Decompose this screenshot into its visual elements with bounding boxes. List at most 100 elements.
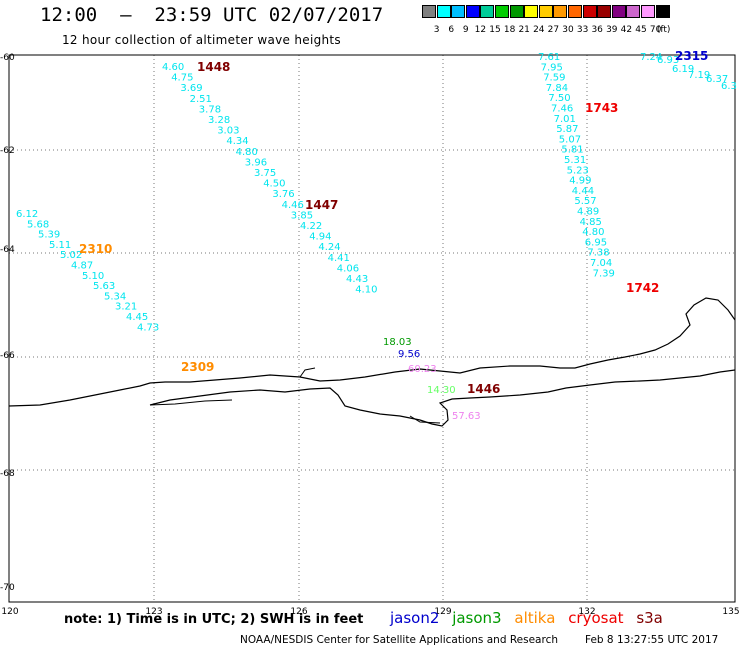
color-scale-label: 39	[606, 25, 618, 35]
pass-id-label: 1448	[197, 60, 230, 74]
swh-value: 5.34	[104, 291, 126, 302]
swh-value: 3.03	[217, 126, 239, 137]
pass-id-label: 1743	[585, 101, 618, 115]
swh-value: 4.99	[569, 176, 591, 187]
pass-id-label: 1447	[305, 198, 338, 212]
swh-value: 4.50	[263, 179, 285, 190]
pass-id-label: 2309	[181, 360, 214, 374]
swh-value: 5.87	[556, 124, 578, 135]
color-swatch	[641, 5, 655, 18]
swh-value: 4.87	[71, 261, 93, 272]
swh-value: 6.19	[672, 64, 694, 75]
legend-jason2: jason2	[390, 609, 440, 627]
swh-value: 14.30	[427, 385, 456, 396]
swh-value: 7.39	[593, 268, 615, 279]
graticule	[9, 55, 735, 602]
lon-tick-label: 120	[1, 607, 18, 617]
legend-jason3: jason3	[452, 609, 502, 627]
swh-value: 4.22	[300, 221, 322, 232]
color-swatch	[611, 5, 626, 18]
generated-timestamp: Feb 8 13:27:55 UTC 2017	[585, 634, 719, 646]
swh-value: 6.37	[706, 74, 728, 85]
antarctic-coastline	[8, 297, 736, 427]
swh-value: 18.03	[383, 337, 412, 348]
swh-value: 7.61	[538, 52, 560, 63]
credit-line: NOAA/NESDIS Center for Satellite Applica…	[240, 634, 558, 646]
altimeter-passes: 4.604.753.692.513.783.283.034.344.803.96…	[16, 49, 737, 422]
legend-cryosat: cryosat	[568, 609, 624, 627]
swh-value: 5.81	[561, 145, 583, 156]
color-scale-label: 36	[591, 25, 603, 35]
swh-value: 57.63	[452, 411, 481, 422]
legend-altika: altika	[514, 609, 556, 627]
lat-tick-label: -66	[0, 351, 15, 361]
swh-value: 7.04	[590, 258, 612, 269]
map-frame	[8, 54, 736, 603]
color-scale-label: 70	[649, 25, 662, 35]
color-swatch	[524, 5, 539, 18]
color-scale-label: 30	[562, 25, 574, 35]
lon-tick-label: 135	[722, 607, 739, 617]
color-scale-label: 3	[433, 25, 440, 35]
swh-value: 4.89	[577, 207, 599, 218]
pass-id-label: 1446	[467, 382, 500, 396]
swh-value: 3.96	[245, 157, 267, 168]
lon-tick-label: 126	[290, 607, 307, 617]
pass-id-label: 1742	[626, 281, 659, 295]
swh-value: 5.63	[93, 281, 115, 292]
color-scale-label: 21	[518, 25, 530, 35]
swh-value: 7.59	[543, 73, 565, 84]
color-swatch	[436, 5, 451, 18]
color-scale-label: 9	[462, 25, 469, 35]
map-title: 12:00 – 23:59 UTC 02/07/2017	[40, 4, 384, 26]
color-swatch	[626, 5, 641, 18]
swh-value: 4.24	[318, 242, 340, 253]
swh-value: 4.94	[309, 232, 331, 243]
color-swatch	[582, 5, 597, 18]
swh-value: 3.85	[291, 210, 313, 221]
swh-value: 2.51	[190, 94, 212, 105]
color-swatch	[553, 5, 568, 18]
lat-tick-label: -60	[0, 53, 15, 63]
color-scale-label: 27	[547, 25, 560, 35]
swh-value: 60.23	[408, 364, 437, 375]
lat-tick-label: -68	[0, 469, 15, 479]
color-scale-label: 42	[620, 25, 633, 35]
swh-value: 4.34	[226, 136, 248, 147]
color-swatch	[509, 5, 524, 18]
footer-note: note: 1) Time is in UTC; 2) SWH is in fe…	[64, 612, 364, 627]
swh-value: 7.01	[554, 114, 576, 125]
swh-value: 3.76	[272, 189, 294, 200]
color-swatch	[538, 5, 553, 18]
swh-value: 6.93	[657, 55, 679, 66]
swh-value: 7.19	[688, 70, 710, 81]
lon-tick-label: 129	[434, 607, 451, 617]
swh-value: 4.41	[328, 253, 350, 264]
swh-value: 7.24	[640, 52, 662, 63]
swh-value: 6.3	[721, 81, 737, 92]
color-swatch	[422, 5, 436, 18]
swh-value: 4.46	[282, 200, 304, 211]
swh-value: 4.60	[162, 62, 184, 73]
color-scale-label: 6	[448, 25, 455, 35]
swh-value: 5.11	[49, 240, 71, 251]
color-scale-label: 45	[635, 25, 647, 35]
swh-value: 7.84	[546, 83, 568, 94]
color-scale-label: 24	[533, 25, 545, 35]
satellite-legend: jason2 jason3 altika cryosat s3a	[390, 609, 671, 627]
swh-value: 9.56	[398, 349, 420, 360]
swh-value: 7.46	[551, 104, 573, 115]
swh-value: 5.31	[564, 155, 586, 166]
lon-tick-label: 123	[145, 607, 162, 617]
swh-value: 7.50	[548, 93, 570, 104]
pass-id-label: 2315	[675, 49, 708, 63]
map-subtitle: 12 hour collection of altimeter wave hei…	[62, 33, 341, 47]
swh-value: 4.80	[582, 227, 604, 238]
axis-labels: 120 123 126 129 132 135 -60 -62 -64 -66 -68 -70	[0, 53, 740, 617]
swh-value: 6.12	[16, 209, 38, 220]
swh-value: 3.21	[115, 302, 137, 313]
swh-value: 4.10	[355, 285, 377, 296]
swh-value: 3.78	[199, 104, 221, 115]
color-scale-label: (ft)	[656, 25, 671, 35]
